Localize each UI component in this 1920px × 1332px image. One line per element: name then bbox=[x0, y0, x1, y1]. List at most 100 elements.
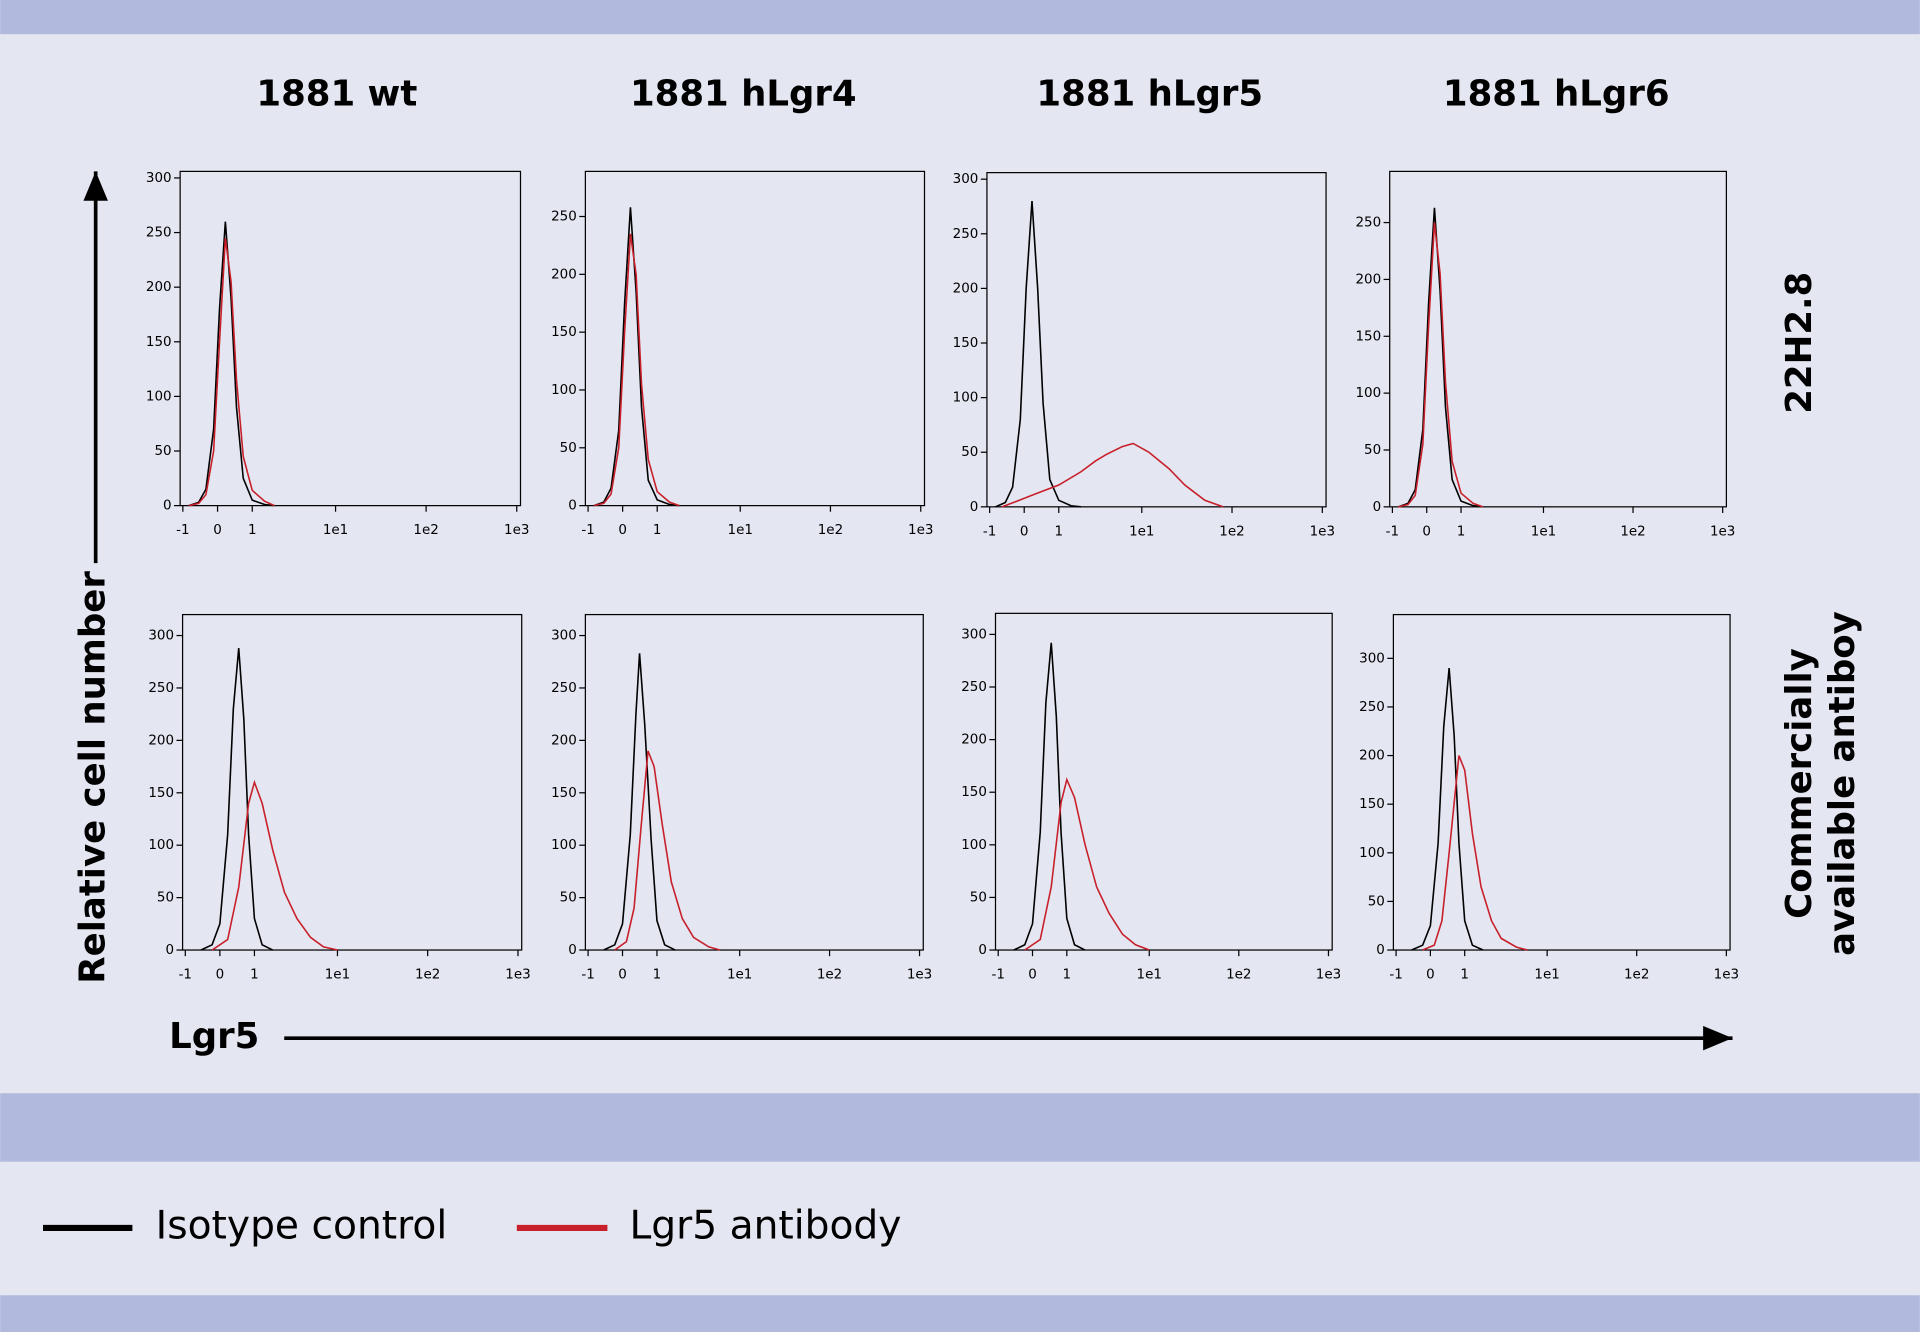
y-tick-label: 100 bbox=[146, 389, 172, 404]
y-tick-label: 150 bbox=[148, 786, 174, 801]
x-tick-label: 1e1 bbox=[1531, 524, 1556, 539]
y-tick-label: 200 bbox=[551, 733, 577, 748]
y-tick-label: 150 bbox=[146, 335, 172, 350]
x-tick-label: 1 bbox=[250, 968, 259, 983]
y-tick-label: 0 bbox=[163, 499, 172, 514]
x-tick-label: 1e3 bbox=[907, 968, 932, 983]
row-label: available antiboy bbox=[1822, 611, 1863, 956]
panel-bg bbox=[0, 34, 1920, 1094]
x-tick-label: -1 bbox=[179, 968, 192, 983]
x-tick-label: 1 bbox=[1063, 968, 1072, 983]
column-title: 1881 hLgr4 bbox=[630, 73, 857, 114]
legend-label: Lgr5 antibody bbox=[629, 1203, 901, 1248]
histogram-curve bbox=[188, 237, 275, 507]
histogram-curve bbox=[200, 648, 274, 951]
legend-bg bbox=[0, 1161, 1920, 1296]
row-label: 22H2.8 bbox=[1779, 272, 1820, 414]
y-tick-label: 200 bbox=[146, 280, 172, 295]
y-tick-label: 100 bbox=[148, 838, 174, 853]
y-tick-label: 100 bbox=[961, 838, 987, 853]
y-tick-label: 50 bbox=[970, 890, 987, 905]
y-tick-label: 150 bbox=[1359, 797, 1385, 812]
histogram-panel: 0 50 100 150 200 250 300 -1 0 1 1e1 1e2 1e3 bbox=[551, 613, 932, 983]
histogram-panel: 0 50 100 150 200 250 300 -1 0 1 1e1 1e2 1e3 bbox=[146, 170, 529, 538]
y-tick-label: 250 bbox=[1359, 700, 1385, 715]
x-tick-label: 1e3 bbox=[505, 968, 530, 983]
band bbox=[0, 0, 1920, 35]
legend-label: Isotype control bbox=[156, 1203, 448, 1248]
column-title: 1881 wt bbox=[256, 73, 417, 114]
plot-frame bbox=[1392, 613, 1731, 951]
x-tick-label: 0 bbox=[1020, 524, 1029, 539]
x-tick-label: -1 bbox=[176, 523, 189, 538]
x-tick-label: 1 bbox=[1460, 968, 1469, 983]
histogram-panel: 0 50 100 150 200 250 300 -1 0 1 1e1 1e2 1e3 bbox=[1359, 613, 1739, 983]
plot-frame bbox=[584, 613, 924, 951]
x-tick-label: 0 bbox=[1028, 968, 1037, 983]
y-tick-label: 0 bbox=[568, 499, 577, 514]
y-tick-label: 200 bbox=[1355, 272, 1381, 287]
x-tick-label: 1e2 bbox=[413, 523, 438, 538]
x-tick-label: -1 bbox=[581, 968, 594, 983]
y-tick-label: 100 bbox=[551, 383, 577, 398]
y-tick-label: 100 bbox=[1355, 386, 1381, 401]
y-tick-label: 200 bbox=[961, 733, 987, 748]
histogram-curve bbox=[995, 200, 1081, 508]
y-tick-label: 50 bbox=[1364, 443, 1381, 458]
x-tick-label: 1e3 bbox=[1316, 968, 1341, 983]
x-tick-label: 1e1 bbox=[1129, 524, 1154, 539]
histogram-curve bbox=[1422, 755, 1528, 951]
y-tick-label: 250 bbox=[953, 227, 979, 242]
x-tick-label: 1e3 bbox=[908, 523, 933, 538]
y-tick-label: 300 bbox=[953, 172, 979, 187]
y-tick-label: 150 bbox=[953, 336, 979, 351]
x-axis-label: Lgr5 bbox=[169, 1016, 259, 1057]
x-tick-label: 0 bbox=[1422, 524, 1431, 539]
y-tick-label: 300 bbox=[551, 629, 577, 644]
x-tick-label: 1e1 bbox=[1137, 968, 1162, 983]
histogram-curve bbox=[1013, 642, 1086, 951]
y-tick-label: 300 bbox=[146, 171, 172, 186]
histogram-panel: 0 50 100 150 200 250 -1 0 1 1e1 1e2 1e3 bbox=[551, 170, 933, 538]
y-tick-label: 50 bbox=[154, 444, 171, 459]
histogram-curve bbox=[593, 233, 680, 507]
y-tick-label: 50 bbox=[157, 891, 174, 906]
y-tick-label: 100 bbox=[953, 391, 979, 406]
y-tick-label: 250 bbox=[961, 680, 987, 695]
plot-frame bbox=[986, 172, 1327, 508]
y-tick-label: 300 bbox=[1359, 651, 1385, 666]
plot-frame bbox=[179, 170, 522, 507]
y-tick-label: 250 bbox=[1355, 216, 1381, 231]
y-tick-label: 50 bbox=[560, 441, 577, 456]
y-tick-label: 200 bbox=[1359, 749, 1385, 764]
y-tick-label: 100 bbox=[551, 838, 577, 853]
y-tick-label: 50 bbox=[560, 891, 577, 906]
y-tick-label: 250 bbox=[148, 681, 174, 696]
y-tick-label: 0 bbox=[1376, 943, 1385, 958]
x-tick-label: 0 bbox=[1426, 968, 1435, 983]
x-tick-label: 1 bbox=[1457, 524, 1466, 539]
x-tick-label: 1 bbox=[248, 523, 257, 538]
row-label: Commercially bbox=[1779, 648, 1820, 919]
y-tick-label: 200 bbox=[953, 281, 979, 296]
y-tick-label: 200 bbox=[148, 733, 174, 748]
y-tick-label: 300 bbox=[148, 629, 174, 644]
x-tick-label: 1e1 bbox=[728, 523, 753, 538]
x-tick-label: -1 bbox=[1386, 524, 1399, 539]
column-title: 1881 hLgr5 bbox=[1036, 73, 1263, 114]
histogram-curve bbox=[1001, 442, 1224, 508]
x-tick-label: 1e1 bbox=[325, 968, 350, 983]
histogram-panel: 0 50 100 150 200 250 300 -1 0 1 1e1 1e2 1e3 bbox=[961, 612, 1341, 983]
x-tick-label: 1 bbox=[653, 523, 662, 538]
y-tick-label: 0 bbox=[970, 500, 979, 515]
column-title: 1881 hLgr6 bbox=[1443, 73, 1670, 114]
y-tick-label: 100 bbox=[1359, 846, 1385, 861]
histogram-curve bbox=[1411, 667, 1484, 951]
band bbox=[0, 1295, 1920, 1332]
x-tick-label: 1e1 bbox=[323, 523, 348, 538]
x-tick-label: -1 bbox=[991, 968, 1004, 983]
y-tick-label: 150 bbox=[551, 325, 577, 340]
y-tick-label: 300 bbox=[961, 627, 987, 642]
